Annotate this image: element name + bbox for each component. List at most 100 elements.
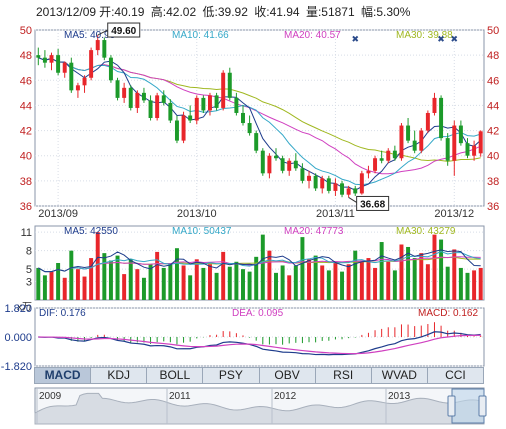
volume-bar (247, 271, 252, 300)
candle-body (412, 140, 417, 151)
tab-obv[interactable]: OBV (260, 368, 316, 383)
volume-bar (36, 267, 41, 300)
indicator-tabs: MACD KDJ BOLL PSY OBV RSI WVAD CCI (34, 367, 484, 384)
volume-bar (300, 237, 305, 300)
volume-bar (49, 271, 54, 300)
open-label: 开: (99, 5, 115, 19)
volume-tick-label: 3 (26, 277, 32, 289)
price-legend-ma20: MA20: 40.57 (284, 30, 341, 41)
candle-body (241, 112, 245, 124)
candle-body (69, 62, 74, 91)
price-legend-ma5: MA5: 40.93 (64, 30, 116, 41)
close-value: 41.94 (269, 5, 300, 19)
volume-bar (366, 258, 371, 300)
price-tick-left: 42 (20, 126, 32, 138)
price-tick-right: 50 (487, 25, 499, 37)
price-tick-left: 40 (20, 151, 32, 163)
price-tick-left: 46 (20, 75, 32, 87)
macd-tick-label: 1.820 (4, 303, 32, 315)
volume-bar (181, 265, 186, 300)
candle-body (392, 150, 397, 159)
candle-body (260, 150, 265, 174)
volume-tick-label: 5 (26, 264, 32, 276)
candle-body (478, 131, 483, 154)
tab-boll[interactable]: BOLL (147, 368, 204, 383)
quote-header: 2013/12/09 开:40.19 高:42.02 低:39.92 收:41.9… (36, 3, 413, 20)
volume-bar (194, 259, 199, 300)
macd-tick-label: 0.000 (4, 332, 32, 344)
date-tick-label: 2013/09 (38, 208, 78, 220)
volume-bar (478, 267, 483, 300)
volume-legend-ma10: MA10: 50437 (172, 226, 232, 237)
volume-bar (141, 277, 146, 300)
volume-bar (280, 265, 285, 300)
high-value: 42.02 (166, 5, 197, 19)
candle-body (115, 80, 120, 98)
navigator-year-label: 2013 (388, 391, 411, 402)
price-tick-right: 46 (487, 75, 499, 87)
price-tick-left: 50 (20, 25, 32, 37)
volume-label: 量: (305, 5, 322, 19)
candle-body (201, 97, 206, 111)
amplitude-label: 幅: (361, 5, 377, 19)
volume-ma5-line (38, 249, 481, 273)
candle-body (89, 50, 94, 78)
candle-body (207, 95, 212, 111)
volume-value: 51871 (321, 5, 355, 19)
candle-body (320, 178, 325, 189)
quote-date: 2013/12/09 (36, 5, 97, 19)
navigator-handle[interactable] (447, 395, 456, 417)
candle-body (227, 72, 232, 98)
volume-legend-ma20: MA20: 47773 (284, 226, 344, 237)
volume-bar (472, 270, 477, 300)
volume-bar (148, 264, 153, 300)
volume-bar (465, 272, 470, 300)
volume-bar (69, 250, 74, 300)
volume-bar (221, 251, 226, 300)
tab-psy[interactable]: PSY (203, 368, 260, 383)
candle-body (373, 158, 378, 171)
volume-bar (353, 250, 358, 300)
candle-body (108, 57, 113, 81)
volume-panel-frame (34, 225, 485, 301)
candle-body (82, 77, 87, 86)
macd-tick-label: -1.820 (1, 361, 32, 373)
candle-body (148, 100, 153, 118)
candle-body (419, 130, 424, 151)
volume-bar (108, 260, 113, 300)
price-panel-frame (34, 29, 485, 207)
volume-bar (234, 261, 239, 300)
candle-body (452, 125, 457, 161)
candle-body (353, 188, 358, 194)
volume-bar (359, 260, 364, 300)
macd-legend-dea: DEA: 0.095 (232, 308, 284, 319)
volume-bar (188, 275, 193, 300)
volume-bar (386, 261, 391, 300)
candle-body (194, 97, 199, 121)
candle-body (287, 160, 292, 171)
volume-bar (425, 264, 430, 300)
volume-bar (326, 270, 331, 300)
tab-kdj[interactable]: KDJ (91, 368, 148, 383)
volume-bar (419, 253, 424, 300)
candle-body (346, 188, 351, 195)
volume-bar (115, 255, 120, 300)
volume-bar (161, 267, 166, 300)
candle-body (221, 72, 226, 108)
navigator-area (34, 392, 485, 425)
max-price-label: 49.60 (111, 26, 136, 37)
volume-bar (56, 263, 61, 300)
volume-bar (95, 232, 100, 300)
tab-cci[interactable]: CCI (445, 368, 466, 382)
candle-body (386, 150, 391, 161)
tab-rsi[interactable]: RSI (316, 368, 372, 383)
volume-bar (392, 270, 397, 300)
tab-macd[interactable]: MACD (35, 368, 92, 383)
volume-bar (102, 253, 107, 300)
volume-bar (62, 277, 67, 300)
navigator-handle[interactable] (478, 395, 487, 417)
tab-wvad[interactable]: WVAD (372, 368, 428, 383)
volume-bar (82, 276, 87, 300)
volume-bar (439, 239, 444, 300)
